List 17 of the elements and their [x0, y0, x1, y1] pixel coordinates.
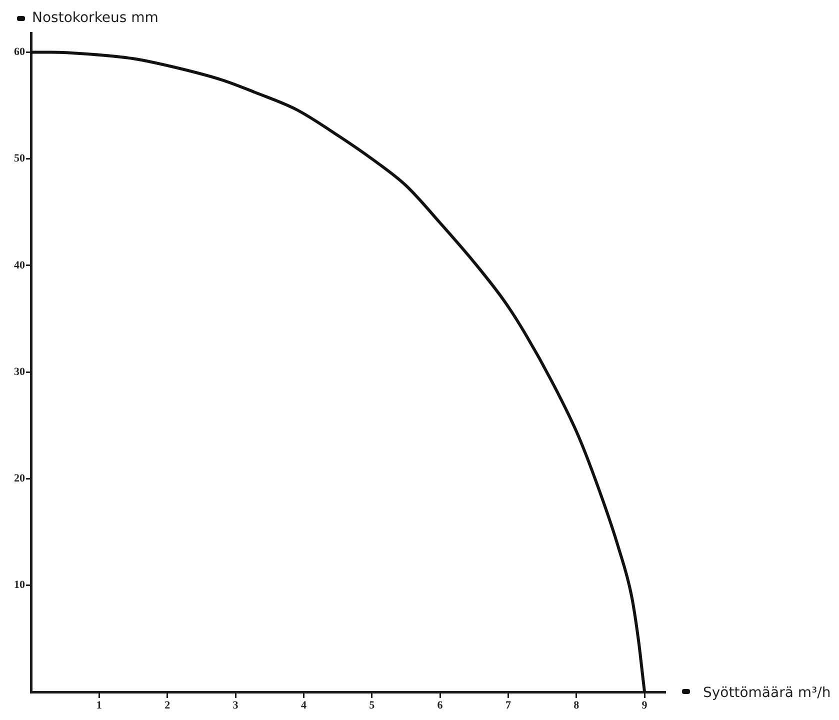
- x-tick-label: 9: [642, 699, 648, 712]
- y-axis-title: Nostokorkeus mm: [32, 9, 158, 27]
- x-tick-label: 4: [300, 699, 307, 712]
- x-axis-title: Syöttömäärä m³/h: [703, 684, 831, 702]
- y-tick-label: 10: [14, 579, 26, 592]
- y-tick-label: 40: [14, 259, 26, 272]
- y-tick-label: 50: [14, 152, 26, 165]
- x-tick-label: 3: [232, 699, 239, 712]
- x-tick-label: 1: [96, 699, 102, 712]
- x-tick-label: 5: [369, 699, 376, 712]
- y-tick-label: 60: [14, 46, 26, 58]
- x-tick-label: 6: [437, 699, 444, 712]
- x-tick-label: 2: [164, 699, 171, 712]
- y-tick-label: 30: [14, 366, 26, 378]
- x-tick-label: 8: [574, 699, 580, 712]
- x-tick-label: 7: [505, 699, 512, 712]
- y-tick-label: 20: [14, 472, 26, 485]
